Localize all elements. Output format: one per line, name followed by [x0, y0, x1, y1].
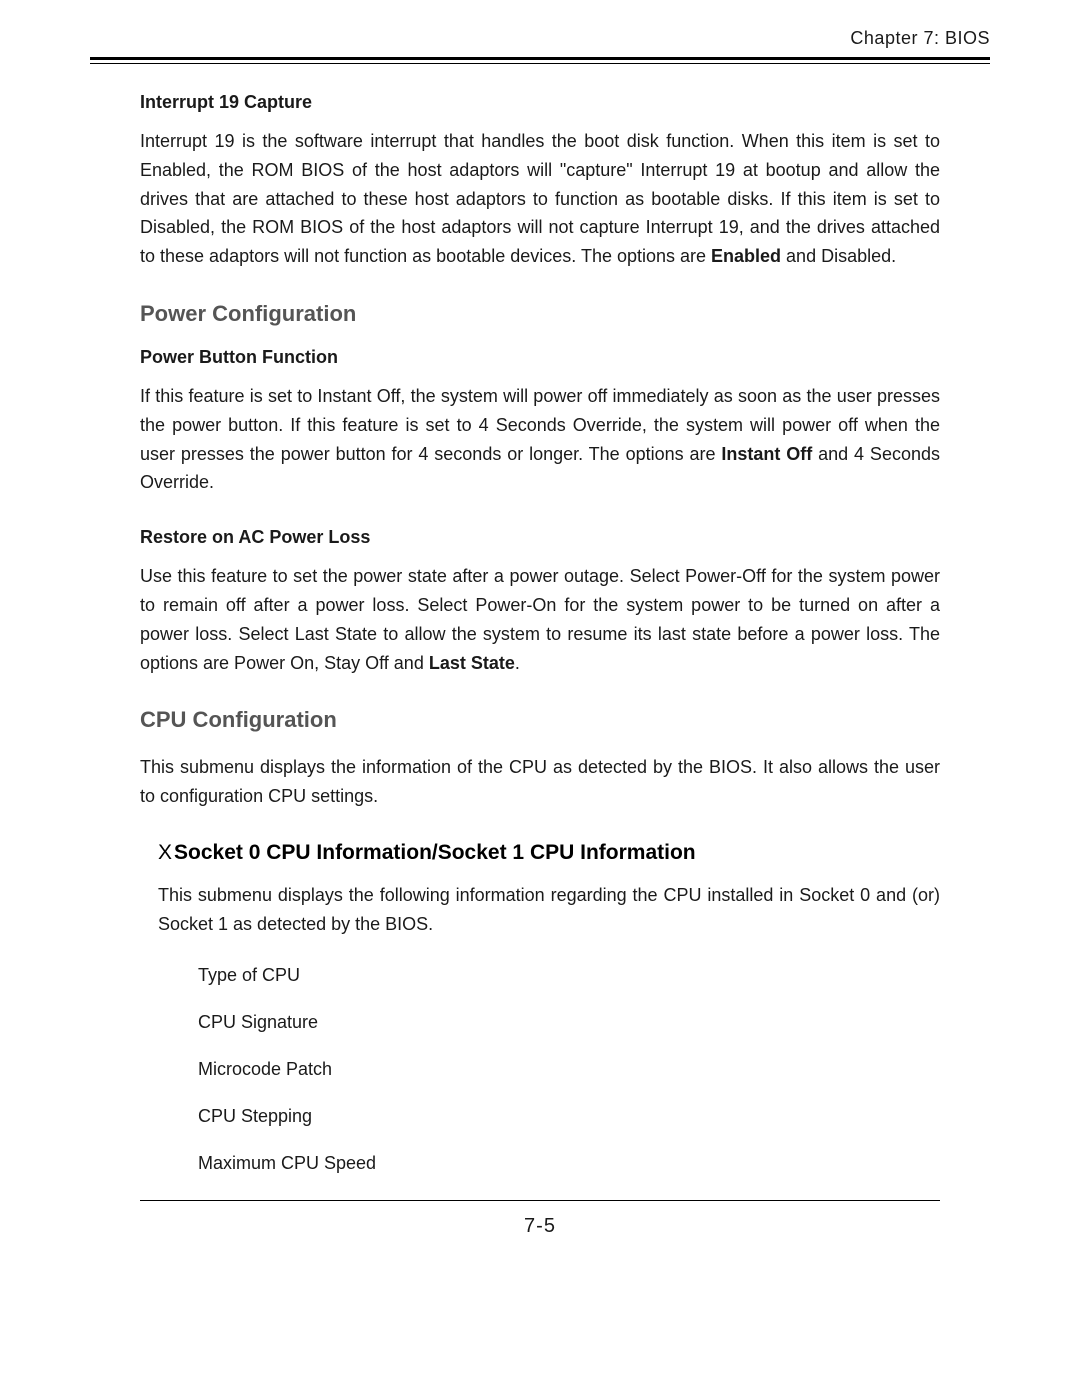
power-button-body-bold: Instant Off	[721, 444, 812, 464]
header-rule	[90, 57, 990, 64]
socket-marker: X	[158, 841, 172, 864]
socket-intro: This submenu displays the following info…	[158, 881, 940, 939]
interrupt19-body-post: and Disabled.	[781, 246, 896, 266]
power-button-body: If this feature is set to Instant Off, t…	[140, 382, 940, 497]
list-item: Type of CPU	[198, 965, 940, 986]
cpu-intro: This submenu displays the information of…	[140, 753, 940, 811]
power-heading: Power Conﬁguration	[140, 301, 940, 327]
interrupt19-title: Interrupt 19 Capture	[140, 92, 940, 113]
restore-body: Use this feature to set the power state …	[140, 562, 940, 677]
interrupt19-body-bold: Enabled	[711, 246, 781, 266]
socket-heading: XSocket 0 CPU Information/Socket 1 CPU I…	[158, 841, 940, 865]
cpu-info-list: Type of CPU CPU Signature Microcode Patc…	[158, 965, 940, 1174]
power-button-title: Power Button Function	[140, 347, 940, 368]
page-number: 7-5	[90, 1215, 990, 1238]
footer-rule	[140, 1200, 940, 1201]
list-item: Microcode Patch	[198, 1059, 940, 1080]
restore-title: Restore on AC Power Loss	[140, 527, 940, 548]
list-item: CPU Signature	[198, 1012, 940, 1033]
socket-subsection: XSocket 0 CPU Information/Socket 1 CPU I…	[140, 841, 940, 1174]
list-item: Maximum CPU Speed	[198, 1153, 940, 1174]
restore-body-pre: Use this feature to set the power state …	[140, 566, 940, 672]
restore-body-bold: Last State	[429, 653, 515, 673]
content-area: Interrupt 19 Capture Interrupt 19 is the…	[90, 92, 990, 1174]
page-container: Chapter 7: BIOS Interrupt 19 Capture Int…	[0, 0, 1080, 1238]
socket-heading-text: Socket 0 CPU Information/Socket 1 CPU In…	[174, 841, 696, 864]
interrupt19-body: Interrupt 19 is the software interrupt t…	[140, 127, 940, 271]
restore-body-post: .	[515, 653, 520, 673]
list-item: CPU Stepping	[198, 1106, 940, 1127]
chapter-header: Chapter 7: BIOS	[90, 28, 990, 49]
cpu-heading: CPU Conﬁguration	[140, 707, 940, 733]
